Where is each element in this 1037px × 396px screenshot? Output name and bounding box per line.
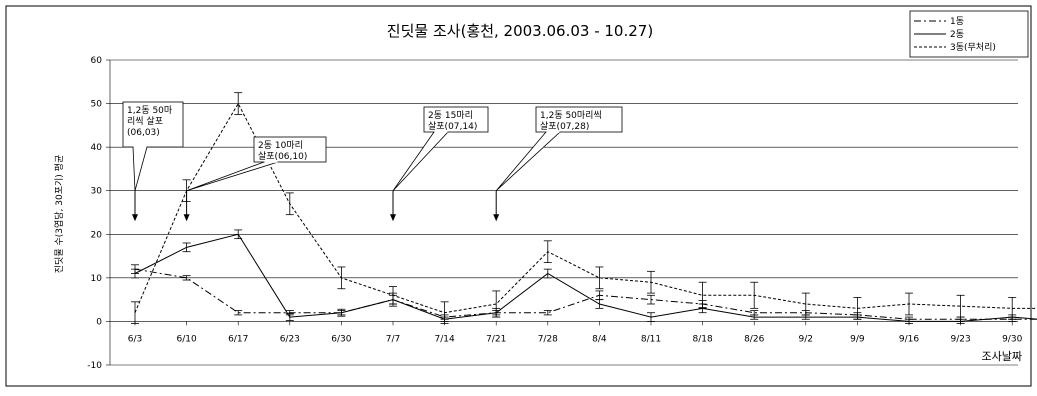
y-tick-label: 30: [91, 187, 103, 197]
callout-box: [253, 136, 327, 163]
error-bar: [182, 242, 191, 253]
callout-text: 살포(06,10): [258, 151, 307, 162]
error-bar: [750, 281, 759, 309]
x-tick-label: 9/23: [950, 334, 970, 344]
y-axis-title: 진딧물 수(3엽당, 30포기) 평균: [54, 155, 65, 273]
callout-box: [122, 101, 184, 148]
series-3: [131, 92, 1037, 325]
callout-box: [535, 106, 623, 133]
chart-frame: [5, 5, 1032, 387]
y-tick-label: 10: [91, 274, 103, 284]
error-bar: [595, 299, 604, 309]
y-tick-label: -10: [87, 361, 102, 371]
legend-label: 2동: [950, 29, 964, 40]
error-bar: [647, 312, 655, 322]
x-tick-label: 8/26: [744, 334, 764, 344]
x-axis-title: 조사날짜: [982, 350, 1022, 363]
error-bar: [905, 318, 913, 325]
error-bar: [1008, 297, 1017, 320]
series-group: [131, 92, 1037, 325]
error-bar: [956, 318, 965, 325]
error-bar: [543, 310, 552, 316]
error-bar: [285, 192, 294, 216]
error-bar: [131, 268, 139, 279]
arrow-head: [390, 214, 396, 222]
error-bar: [337, 266, 346, 290]
callout-text: 2동 10마리: [258, 140, 303, 151]
callout-text: 1,2동 50마리씩: [540, 110, 602, 121]
x-tick-label: 6/17: [228, 334, 248, 344]
x-tick-label: 9/9: [850, 334, 865, 344]
y-tick-label: 40: [91, 143, 103, 153]
error-bar: [543, 268, 552, 279]
error-bar: [440, 301, 449, 325]
callout-text: 리씩 살포: [127, 116, 163, 127]
x-tick-label: 7/28: [538, 334, 558, 344]
x-axis-ticks: 6/3 6/10 6/17 6/23 6/30 7/7 7/14 7/21 7/28 8/4 8/1…: [128, 321, 1023, 344]
y-tick-label: 0: [96, 317, 102, 327]
callout-text: 살포(07,28): [540, 121, 589, 132]
x-tick-label: 8/18: [692, 334, 712, 344]
legend-label: 3동(무처리): [950, 41, 996, 53]
error-bar: [492, 290, 501, 318]
x-tick-label: 6/30: [331, 334, 351, 344]
error-bar: [182, 275, 191, 281]
arrow-head: [493, 214, 500, 222]
error-bar: [285, 313, 294, 321]
arrow-head: [183, 214, 190, 222]
series-line: [134, 268, 1037, 320]
error-bar: [234, 310, 243, 316]
series-line: [134, 233, 1037, 322]
x-tick-label: 7/14: [434, 334, 454, 344]
error-bar: [750, 314, 759, 320]
error-bar: [647, 270, 655, 294]
error-bar: [853, 297, 862, 320]
error-bar: [595, 266, 604, 290]
legend-label: 1동: [950, 16, 964, 27]
callout-text: 1,2동 50마: [127, 105, 173, 116]
x-tick-label: 8/4: [592, 334, 607, 344]
error-bar: [956, 294, 965, 318]
y-tick-label: 20: [91, 230, 103, 240]
error-bar: [234, 92, 243, 115]
x-tick-label: 7/21: [486, 334, 506, 344]
callout-box: [423, 106, 489, 133]
y-tick-label: 50: [91, 100, 103, 110]
callout-text: 2동 15마리: [428, 110, 473, 121]
x-tick-label: 6/10: [176, 334, 196, 344]
chart-title: 진딧물 조사(홍천, 2003.06.03 - 10.27): [387, 22, 653, 40]
error-bar: [131, 301, 139, 325]
error-bar: [698, 281, 707, 309]
y-axis-ticks: -10 0 10 20 30 40 50 60: [87, 56, 111, 371]
series-line: [134, 102, 1037, 314]
error-bar: [801, 292, 810, 316]
error-bar: [905, 292, 913, 316]
x-tick-label: 8/11: [641, 334, 661, 344]
error-bar: [389, 286, 397, 305]
x-tick-label: 9/30: [1002, 334, 1022, 344]
arrow-head: [132, 214, 138, 222]
x-tick-label: 6/23: [280, 334, 300, 344]
error-bar: [647, 294, 655, 305]
x-tick-label: 9/2: [799, 334, 813, 344]
error-bar: [234, 229, 243, 240]
error-bar: [543, 240, 552, 264]
y-tick-label: 60: [91, 56, 103, 66]
callout-text: (06,03): [127, 128, 160, 138]
x-tick-label: 6/3: [128, 334, 142, 344]
annotation-1: 1,2동 50마리씩 살포(06,03): [122, 101, 184, 222]
error-bar: [337, 308, 346, 317]
x-tick-label: 7/7: [386, 334, 400, 344]
callout-text: 살포(07,14): [428, 121, 477, 132]
x-tick-label: 9/16: [899, 334, 919, 344]
